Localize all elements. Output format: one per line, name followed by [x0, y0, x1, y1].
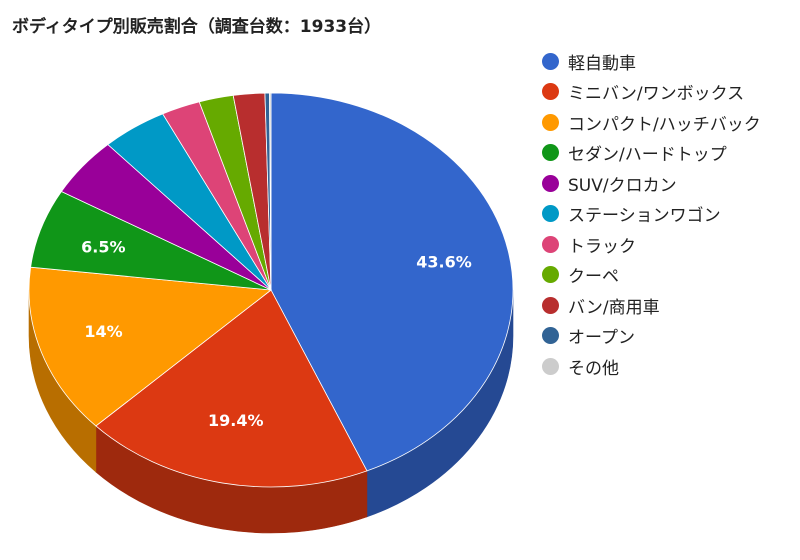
legend-label: ミニバン/ワンボックス: [568, 84, 745, 105]
legend-swatch: [542, 113, 559, 131]
legend-label: ステーションワゴン: [568, 206, 721, 227]
legend-label: その他: [568, 358, 619, 379]
slice-label-2: 14%: [84, 322, 122, 341]
legend-item: ミニバン/ワンボックス: [542, 77, 761, 108]
legend-item: オープン: [542, 321, 761, 352]
pie-slice-2: [28, 266, 273, 427]
legend-swatch: [542, 174, 559, 192]
legend-label: SUV/クロカン: [568, 175, 677, 196]
legend-item: 軽自動車: [542, 46, 761, 77]
pie-data-labels: 43.6% 19.4% 14% 6.5%: [81, 237, 472, 429]
legend-swatch: [542, 296, 559, 314]
pie-slice-1: [95, 289, 368, 488]
legend-item: クーペ: [542, 260, 761, 291]
legend-label: クーペ: [568, 267, 619, 288]
legend-label: セダン/ハードトップ: [568, 145, 727, 166]
legend-swatch: [542, 235, 559, 253]
legend-swatch: [542, 52, 559, 70]
legend-item: セダン/ハードトップ: [542, 138, 761, 169]
pie-slice-10: [269, 92, 272, 291]
legend-label: コンパクト/ハッチバック: [568, 114, 761, 135]
slice-label-0: 43.6%: [416, 252, 472, 271]
legend-swatch: [542, 357, 559, 375]
legend-label: 軽自動車: [568, 53, 636, 74]
legend-swatch: [542, 205, 559, 223]
legend-swatch: [542, 266, 559, 284]
legend-label: トラック: [568, 236, 636, 257]
legend-item: コンパクト/ハッチバック: [542, 107, 761, 138]
legend-item: ステーションワゴン: [542, 199, 761, 230]
pie-slice-0: [270, 92, 514, 472]
legend-item: バン/商用車: [542, 290, 761, 321]
legend-item: トラック: [542, 229, 761, 260]
legend-item: SUV/クロカン: [542, 168, 761, 199]
legend-item: その他: [542, 351, 761, 382]
legend-label: バン/商用車: [568, 297, 660, 318]
slice-label-3: 6.5%: [81, 237, 125, 256]
pie-slices: [28, 92, 514, 488]
chart-title: ボディタイプ別販売割合（調査台数：1933台）: [12, 17, 382, 37]
legend-swatch: [542, 327, 559, 345]
legend: 軽自動車ミニバン/ワンボックス コンパクト/ハッチバック セダン/ハードトップ SUV…: [542, 46, 761, 382]
legend-label: オープン: [568, 328, 635, 349]
legend-swatch: [542, 144, 559, 162]
legend-swatch: [542, 83, 559, 101]
slice-label-1: 19.4%: [208, 411, 264, 430]
